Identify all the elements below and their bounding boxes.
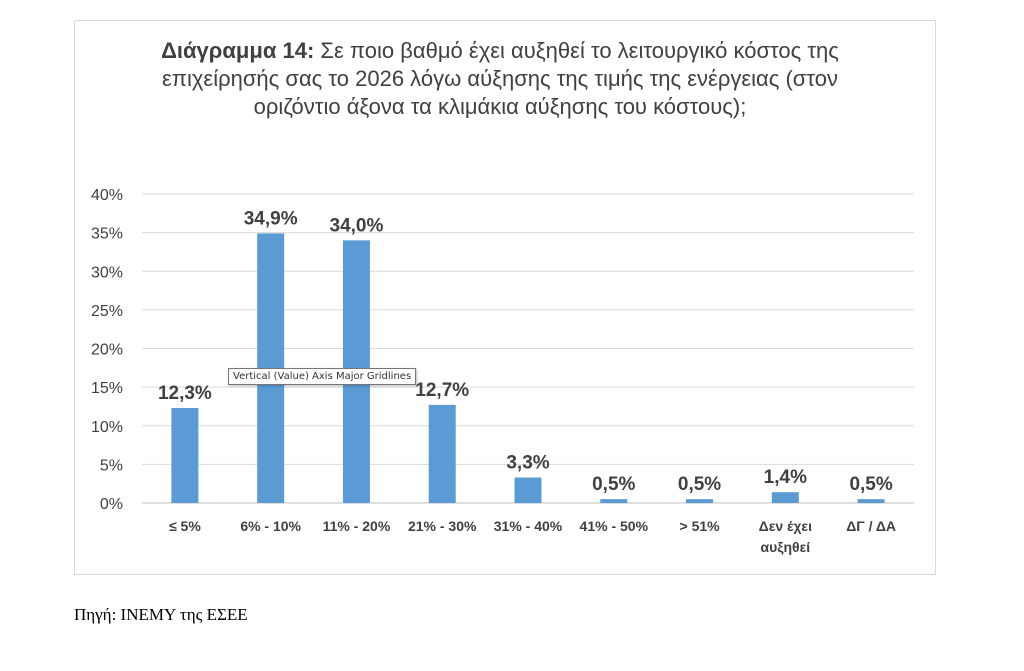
x-tick-label: ΔΓ / ΔΑ — [846, 518, 896, 534]
x-tick-label: αυξηθεί — [761, 539, 811, 555]
x-tick-label: 6% - 10% — [240, 518, 301, 534]
data-label: 12,3% — [158, 383, 212, 404]
y-tick-label: 25% — [91, 303, 123, 320]
x-tick-label: > 51% — [680, 518, 721, 534]
y-tick-label: 10% — [91, 419, 123, 436]
data-label: 0,5% — [849, 474, 892, 495]
bar[interactable] — [686, 499, 714, 503]
bar[interactable] — [771, 492, 799, 503]
data-label: 1,4% — [764, 467, 807, 488]
y-tick-label: 35% — [91, 226, 123, 243]
y-tick-label: 0% — [100, 496, 123, 513]
data-label: 3,3% — [506, 453, 549, 474]
x-tick-label: Δεν έχει — [759, 518, 812, 534]
source-note: Πηγή: ΙΝΕΜΥ της ΕΣΕΕ — [74, 605, 248, 624]
x-tick-label: 21% - 30% — [408, 518, 477, 534]
x-tick-label: 41% - 50% — [580, 518, 649, 534]
x-tick-label: 31% - 40% — [494, 518, 563, 534]
bar[interactable] — [857, 499, 885, 503]
x-tick-label: ≤ 5% — [169, 518, 201, 534]
gridlines-tooltip: Vertical (Value) Axis Major Gridlines — [228, 368, 417, 385]
chart-area[interactable] — [74, 20, 936, 575]
y-tick-label: 15% — [91, 380, 123, 397]
chart-title-text: Σε ποιο βαθμό έχει αυξηθεί το λειτουργικ… — [161, 38, 839, 119]
data-label: 12,7% — [415, 380, 469, 401]
chart-title-lead: Διάγραμμα 14: — [161, 38, 315, 63]
data-label: 0,5% — [678, 474, 721, 495]
bar[interactable] — [171, 407, 199, 503]
y-tick-label: 30% — [91, 264, 123, 281]
y-tick-label: 40% — [91, 187, 123, 204]
y-tick-label: 20% — [91, 342, 123, 359]
chart-title: Διάγραμμα 14: Σε ποιο βαθμό έχει αυξηθεί… — [150, 37, 850, 121]
bar[interactable] — [428, 404, 456, 503]
bar[interactable] — [514, 477, 542, 503]
data-label: 34,9% — [244, 208, 298, 229]
data-label: 34,0% — [330, 215, 384, 236]
data-label: 0,5% — [592, 474, 635, 495]
x-tick-label: 11% - 20% — [323, 518, 391, 534]
bar[interactable] — [600, 499, 628, 503]
y-tick-label: 5% — [100, 457, 123, 474]
